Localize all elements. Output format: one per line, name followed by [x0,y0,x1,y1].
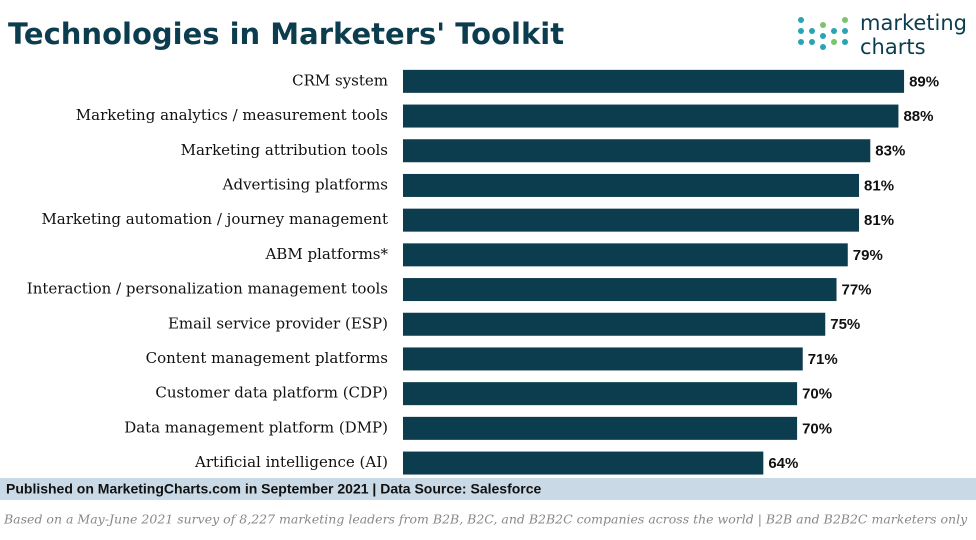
chart-title: Technologies in Marketers' Toolkit [8,17,564,51]
category-label: Content management platforms [146,349,388,367]
category-label: Email service provider (ESP) [168,314,388,332]
bar [403,173,860,197]
logo-text: marketing [860,11,967,35]
bar [403,451,764,475]
category-label: Marketing automation / journey managemen… [41,210,388,228]
value-label: 64% [768,455,798,472]
bar [403,382,798,406]
source-band [0,478,976,500]
category-label: Customer data platform (CDP) [155,384,388,402]
category-label: Marketing attribution tools [181,141,388,159]
value-label: 83% [875,143,905,160]
value-label: 89% [909,73,939,90]
source: Published on MarketingCharts.com in Sept… [6,481,542,497]
value-label: 81% [864,177,894,194]
bar [403,278,837,302]
logo: marketing charts [798,11,967,59]
logo-text: charts [860,35,926,59]
bar [403,243,848,267]
value-label: 88% [903,108,933,125]
bar [403,69,905,93]
value-label: 70% [802,386,832,403]
category-label: CRM system [292,71,388,89]
value-label: 75% [830,316,860,333]
bar [403,312,826,336]
bar [403,416,798,440]
category-label: Interaction / personalization management… [27,280,388,298]
category-label: Data management platform (DMP) [124,418,388,436]
bar [403,347,803,371]
bar [403,208,860,232]
footnote: Based on a May-June 2021 survey of 8,227… [3,512,968,527]
value-label: 79% [853,247,883,264]
bar [403,139,871,163]
bar [403,104,899,128]
category-label: Advertising platforms [222,175,388,193]
value-label: 81% [864,212,894,229]
category-label: Artificial intelligence (AI) [194,453,388,471]
value-label: 70% [802,420,832,437]
value-label: 71% [808,351,838,368]
category-label: ABM platforms* [264,245,388,263]
value-label: 77% [842,282,872,299]
category-label: Marketing analytics / measurement tools [76,106,388,124]
